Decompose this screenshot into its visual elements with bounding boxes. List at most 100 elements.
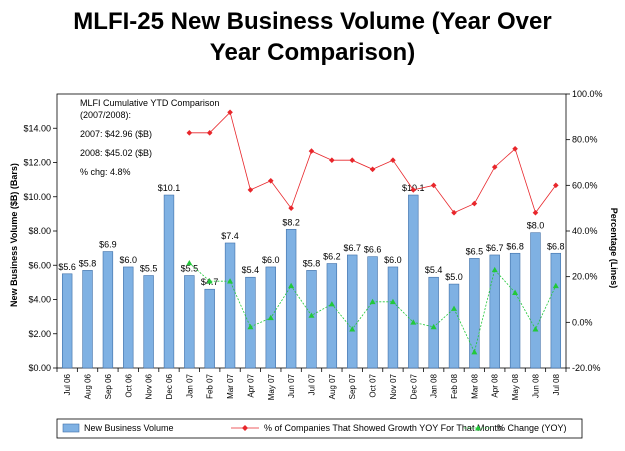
growth-marker [329, 157, 335, 164]
bar [428, 276, 439, 369]
x-tick-label: Jul 06 [63, 373, 72, 395]
bar [285, 228, 297, 369]
change-marker [328, 301, 335, 307]
growth-marker [390, 157, 396, 164]
x-tick-label: Mar 07 [226, 373, 235, 398]
growth-marker [206, 130, 213, 136]
growth-marker [267, 177, 274, 184]
x-tick-label: May 08 [511, 373, 520, 400]
bar [489, 254, 500, 369]
x-tick-label: Feb 07 [206, 373, 215, 398]
bar [143, 275, 154, 369]
x-tick-label: Aug 07 [328, 373, 337, 399]
y2-tick-label: 20.0% [572, 272, 598, 282]
y-tick-label: $4.00 [28, 295, 51, 305]
growth-marker [186, 130, 193, 136]
x-tick-label: Oct 07 [369, 373, 378, 397]
growth-marker [532, 209, 539, 216]
bar-data-label: $5.0 [445, 272, 463, 282]
y2-tick-label: 0.0% [572, 317, 593, 327]
bar-data-label: $5.6 [58, 262, 76, 272]
x-tick-label: Apr 08 [491, 373, 500, 397]
bar-data-label: $6.2 [323, 252, 341, 262]
y2-tick-label: -20.0% [572, 363, 601, 373]
ytd-annotation-line-3: 2007: $42.96 ($B) [80, 129, 152, 139]
change-marker [186, 259, 193, 266]
legend-marker-change [475, 425, 481, 431]
legend: New Business Volume % of Companies That … [56, 418, 583, 439]
x-tick-label: Dec 06 [165, 373, 174, 399]
ytd-annotation-line-1: MLFI Cumulative YTD Comparison [80, 98, 219, 108]
legend-label-growth: % of Companies That Showed Growth YOY Fo… [264, 423, 502, 433]
bar [326, 263, 338, 369]
growth-marker [288, 205, 294, 211]
bar-data-label: $5.4 [425, 265, 443, 275]
bar-data-label: $6.7 [486, 243, 504, 253]
bar-data-label: $6.9 [99, 240, 117, 250]
legend-marker-growth [242, 425, 248, 431]
change-marker [308, 312, 315, 318]
bar [61, 273, 73, 369]
bar [408, 194, 419, 369]
x-axis-ticks: Jul 06 Aug 06 Sep 06 Oct 06 Nov 06 Dec 06 Jan … [56, 368, 567, 400]
x-tick-label: Nov 06 [145, 373, 154, 399]
change-marker [512, 289, 519, 295]
y-tick-label: $14.00 [23, 123, 51, 133]
growth-line [189, 111, 557, 214]
x-tick-label: Jun 07 [287, 373, 296, 398]
x-tick-label: Apr 07 [246, 373, 255, 397]
y2-axis-ticks: -20.0% 0.0% 20.0% 40.0% 60.0% 80.0% 100.0% [566, 89, 603, 373]
change-marker [267, 314, 274, 321]
bar-data-label: $5.5 [181, 264, 199, 274]
y-tick-label: $10.00 [23, 192, 51, 202]
growth-marker [349, 157, 356, 164]
bar-data-label: $6.0 [384, 255, 402, 265]
bar [245, 276, 256, 369]
bar [530, 232, 541, 369]
bar-data-label: $6.8 [547, 241, 565, 251]
legend-swatch-volume [62, 423, 80, 433]
growth-marker [553, 182, 559, 189]
x-tick-label: Jun 08 [531, 373, 540, 398]
growth-marker [227, 109, 233, 116]
bar-data-label: $7.4 [221, 231, 239, 241]
bar [367, 256, 378, 369]
y-tick-label: $2.00 [28, 329, 51, 339]
change-marker [451, 305, 458, 311]
y-axis-ticks: $0.00 $2.00 $4.00 $6.00 $8.00 $10.00 $12.00 $14… [23, 123, 57, 373]
y2-tick-label: 80.0% [572, 135, 598, 145]
change-marker [389, 298, 396, 305]
bar-data-label: $5.8 [303, 258, 321, 268]
y-tick-label: $12.00 [23, 158, 51, 168]
bar-data-label: $6.0 [119, 255, 137, 265]
change-marker [288, 282, 295, 289]
x-tick-label: Nov 07 [389, 373, 398, 399]
y2-tick-label: 40.0% [572, 226, 598, 236]
legend-label-volume: New Business Volume [84, 423, 174, 433]
y2-axis-title: Percentage (Lines) [609, 208, 619, 289]
ytd-annotation-line-4: 2008: $45.02 ($B) [80, 148, 152, 158]
legend-box [56, 418, 583, 439]
bar-data-label: $6.5 [466, 246, 484, 256]
growth-marker [451, 209, 457, 216]
y-tick-label: $6.00 [28, 260, 51, 270]
change-marker [349, 326, 356, 332]
growth-marker [369, 166, 376, 173]
change-marker [410, 319, 417, 325]
bar [347, 254, 358, 369]
change-marker [247, 323, 254, 330]
x-tick-label: Sep 07 [348, 373, 357, 399]
x-tick-label: May 07 [267, 373, 276, 400]
x-tick-label: Aug 06 [84, 373, 93, 399]
change-marker [471, 349, 478, 355]
bar-data-label: $5.8 [79, 258, 97, 268]
x-tick-label: Oct 06 [124, 373, 133, 397]
change-marker [206, 278, 213, 284]
ytd-annotation: MLFI Cumulative YTD Comparison (2007/200… [80, 98, 219, 177]
bar [387, 266, 399, 369]
bar [204, 288, 215, 369]
y-axis-title: New Business Volume ($B) (Bars) [9, 163, 19, 307]
change-marker [491, 266, 498, 273]
chart-title-line-1: MLFI-25 New Business Volume (Year Over [73, 8, 552, 35]
